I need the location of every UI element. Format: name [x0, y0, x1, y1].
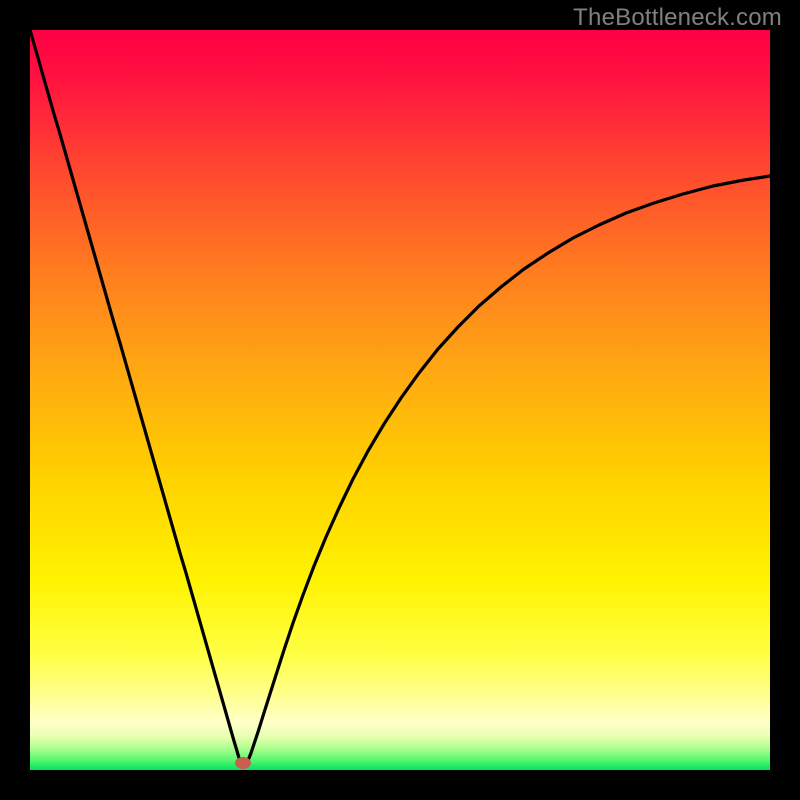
plot-area — [30, 30, 770, 770]
chart-svg — [30, 30, 770, 770]
chart-frame: TheBottleneck.com — [0, 0, 800, 800]
watermark-text: TheBottleneck.com — [573, 4, 782, 32]
optimum-marker — [235, 757, 251, 769]
